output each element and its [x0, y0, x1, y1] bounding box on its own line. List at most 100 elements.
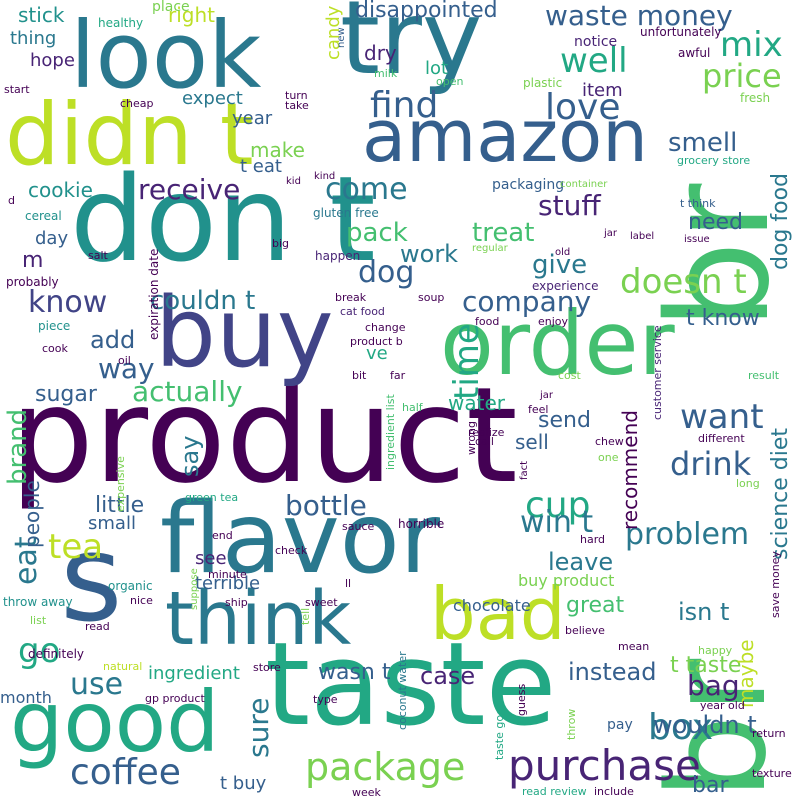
word-couldnt: couldn t	[150, 286, 256, 316]
word-enjoy: enjoy	[538, 315, 569, 328]
word-stick: stick	[18, 3, 65, 27]
word-return: return	[752, 727, 786, 740]
word-s: s	[60, 510, 123, 649]
word-call: call	[475, 435, 494, 448]
word-work: work	[400, 240, 459, 268]
word-box: box	[648, 707, 714, 748]
word-expiration-date: expiration date	[147, 248, 161, 340]
word-expect: expect	[182, 88, 243, 109]
word-leave: leave	[548, 548, 614, 576]
word-recommend: recommend	[618, 410, 642, 530]
word-didnt: didn t	[5, 85, 254, 185]
word-grocery-store: grocery store	[677, 154, 751, 167]
word-half: half	[402, 401, 423, 414]
word-t-taste: t taste	[670, 653, 742, 678]
word-treat: treat	[472, 218, 535, 248]
word-day: day	[35, 228, 69, 249]
word-milk: milk	[374, 67, 398, 80]
word-probably: probably	[6, 275, 59, 289]
word-change: change	[365, 321, 406, 334]
word-list: list	[30, 614, 47, 627]
word-cup: cup	[525, 485, 591, 526]
word-ship: ship	[225, 596, 248, 609]
word-nice: nice	[130, 594, 153, 607]
word-sugar: sugar	[35, 382, 97, 407]
word-throw: throw	[565, 708, 578, 740]
word-little: little	[95, 493, 145, 518]
word-doesnt: doesn t	[620, 262, 747, 302]
word-mean: mean	[618, 640, 650, 653]
word-result: result	[748, 369, 780, 382]
word-say: say	[176, 435, 204, 477]
word-jar2: jar	[540, 390, 554, 401]
word-salt: salt	[88, 249, 108, 262]
word-include: include	[594, 785, 634, 798]
word-bottle: bottle	[285, 489, 367, 522]
word-sauce: sauce	[342, 520, 375, 533]
word-green-tea: green tea	[185, 491, 239, 504]
word-dog: dog	[358, 255, 415, 290]
word-actually: actually	[132, 375, 243, 408]
word-wasnt: wasn t	[318, 660, 391, 685]
word-one: one	[598, 451, 619, 464]
word-sell: sell	[515, 430, 549, 454]
word-instead: instead	[568, 658, 657, 686]
word-buy: buy	[155, 277, 334, 389]
word-well: well	[560, 41, 628, 81]
word-minute: minute	[208, 568, 247, 581]
word-save-money: save money	[769, 551, 782, 618]
word-guess: guess	[515, 683, 528, 716]
word-great: great	[566, 593, 625, 618]
word-expensive: expensive	[114, 456, 127, 512]
word-healthy: healthy	[98, 16, 144, 30]
word-food: food	[475, 315, 500, 328]
word-disappointed: disappointed	[355, 0, 498, 23]
word-add: add	[90, 326, 136, 354]
word-think: think	[165, 576, 352, 662]
word-fresh: fresh	[740, 91, 771, 105]
word-pack: pack	[346, 218, 408, 248]
word-ll: ll	[345, 577, 352, 590]
word-want: want	[680, 397, 764, 437]
word-cereal: cereal	[25, 209, 62, 223]
word-believe: believe	[565, 624, 605, 637]
word-lot: lot	[425, 58, 449, 79]
word-look: look	[70, 2, 262, 109]
word-jar: jar	[604, 228, 618, 239]
word-problem: problem	[625, 517, 750, 552]
word-read-review: read review	[522, 785, 587, 798]
word-buy-product: buy product	[518, 571, 615, 590]
word-cook: cook	[42, 342, 68, 355]
word-experience: experience	[532, 279, 599, 293]
word-t-know: t know	[686, 306, 760, 331]
word-try: try	[340, 0, 483, 98]
word-cookie: cookie	[28, 178, 93, 202]
word-ingredient: ingredient	[148, 663, 240, 684]
word-dont: don t	[70, 150, 376, 288]
word-horrible: horrible	[398, 517, 445, 531]
word-fact: fact	[519, 460, 530, 480]
word-company: company	[462, 285, 592, 318]
word-flavor: flavor	[160, 482, 441, 596]
word-come: come	[325, 172, 408, 207]
word-know: know	[28, 285, 108, 320]
word-thing: thing	[10, 28, 57, 49]
word-open: open	[436, 75, 464, 88]
word-new: new	[336, 27, 347, 48]
word-t-think: t think	[680, 197, 716, 210]
word-different: different	[698, 432, 745, 445]
word-sweet: sweet	[305, 596, 338, 609]
word-dry: dry	[364, 41, 397, 65]
word-stuff: stuff	[538, 189, 601, 222]
word-way: way	[98, 352, 155, 385]
word-throw-away: throw away	[3, 595, 73, 609]
word-organic: organic	[108, 579, 153, 593]
word-order: order	[440, 292, 675, 395]
word-long: long	[736, 477, 760, 490]
word-right: right	[168, 3, 215, 27]
word-pay: pay	[607, 717, 633, 733]
word-check: check	[275, 544, 308, 557]
word-bit: bit	[352, 369, 367, 382]
word-d: d	[8, 194, 15, 207]
word-gp-product: gp product	[145, 692, 205, 705]
